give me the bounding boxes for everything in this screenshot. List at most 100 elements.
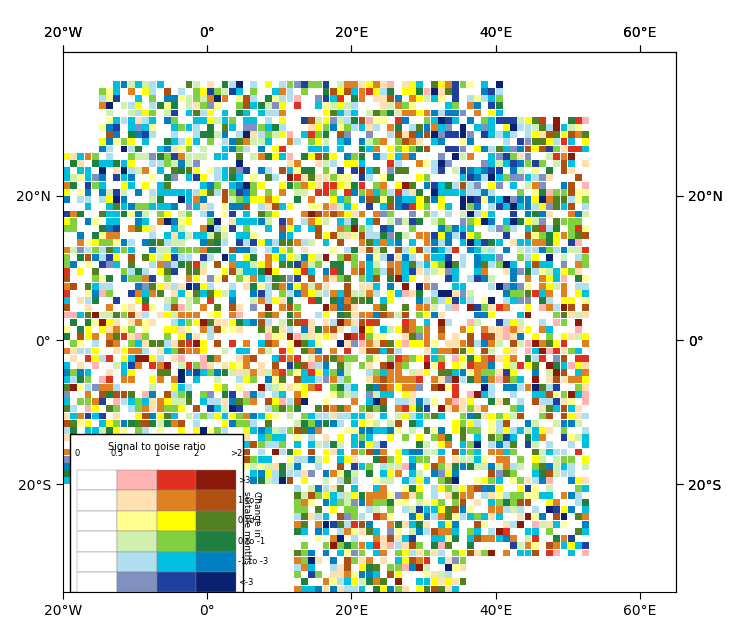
Bar <box>525 247 532 254</box>
Bar <box>337 290 344 297</box>
Bar <box>329 441 336 448</box>
Bar <box>121 240 127 246</box>
Bar <box>359 427 366 434</box>
Bar <box>366 326 372 333</box>
Bar <box>467 391 474 398</box>
Bar <box>272 146 279 153</box>
Bar <box>359 283 366 290</box>
Bar <box>178 254 185 261</box>
Bar <box>467 463 474 470</box>
Bar <box>481 362 488 369</box>
Bar <box>228 283 236 290</box>
Bar <box>222 269 228 275</box>
Bar <box>409 449 416 455</box>
Bar <box>359 196 366 203</box>
Bar <box>402 88 409 95</box>
Bar <box>113 312 120 318</box>
Bar <box>171 449 178 455</box>
Bar <box>474 95 481 102</box>
Bar <box>510 146 517 153</box>
Bar <box>489 88 495 95</box>
Bar <box>402 391 409 398</box>
Bar <box>78 232 84 239</box>
Bar <box>553 247 560 254</box>
Bar <box>409 124 416 131</box>
Bar <box>373 369 380 376</box>
Bar <box>452 427 459 434</box>
Bar <box>575 269 582 275</box>
Bar <box>416 297 423 304</box>
Bar <box>452 377 459 383</box>
Bar <box>279 254 287 261</box>
Bar <box>164 102 170 109</box>
Bar <box>157 312 164 318</box>
Bar <box>279 441 287 448</box>
Bar <box>561 362 568 369</box>
Bar <box>402 485 409 491</box>
Bar <box>532 225 538 232</box>
Bar <box>402 449 409 455</box>
Bar <box>568 218 575 225</box>
Bar <box>128 470 135 477</box>
Bar <box>301 398 308 405</box>
Bar <box>539 297 546 304</box>
Bar <box>489 182 495 189</box>
Bar <box>568 535 575 542</box>
Bar <box>178 341 185 347</box>
Bar <box>345 218 351 225</box>
Bar <box>495 102 502 109</box>
Bar <box>553 160 560 167</box>
Bar <box>366 355 372 362</box>
Bar <box>582 413 589 419</box>
Bar <box>460 109 467 117</box>
Bar <box>236 269 243 275</box>
Bar <box>503 470 510 477</box>
Bar <box>402 492 409 498</box>
Bar <box>575 189 582 196</box>
Bar <box>78 362 84 369</box>
Bar <box>366 369 372 376</box>
Bar <box>553 341 560 347</box>
Bar <box>510 506 517 513</box>
Bar <box>553 513 560 520</box>
Bar <box>193 131 200 138</box>
Bar <box>294 283 301 290</box>
Bar <box>359 585 366 592</box>
Bar <box>164 189 170 196</box>
Bar <box>582 398 589 405</box>
Bar <box>178 138 185 146</box>
Bar <box>279 189 287 196</box>
Bar <box>452 477 459 484</box>
Bar <box>510 492 517 498</box>
Bar <box>460 196 467 203</box>
Bar <box>135 109 142 117</box>
Bar <box>84 182 91 189</box>
Bar <box>171 189 178 196</box>
Bar <box>135 80 142 88</box>
Bar <box>171 326 178 333</box>
Bar <box>337 355 344 362</box>
Bar <box>200 102 207 109</box>
Bar <box>323 160 329 167</box>
Bar <box>301 369 308 376</box>
Bar <box>228 225 236 232</box>
Bar <box>467 297 474 304</box>
Bar <box>149 117 156 124</box>
Bar <box>265 261 271 268</box>
Bar <box>70 434 244 592</box>
Bar <box>244 413 250 419</box>
Bar <box>207 449 214 455</box>
Bar <box>70 247 77 254</box>
Bar <box>250 456 257 462</box>
Bar <box>388 420 394 426</box>
Bar <box>394 492 402 498</box>
Bar <box>416 95 423 102</box>
Bar <box>185 477 192 484</box>
Bar <box>236 312 243 318</box>
Bar <box>63 167 70 174</box>
Bar <box>301 341 308 347</box>
Bar <box>424 405 431 412</box>
Bar <box>99 261 106 268</box>
Bar <box>128 312 135 318</box>
Bar <box>171 204 178 210</box>
